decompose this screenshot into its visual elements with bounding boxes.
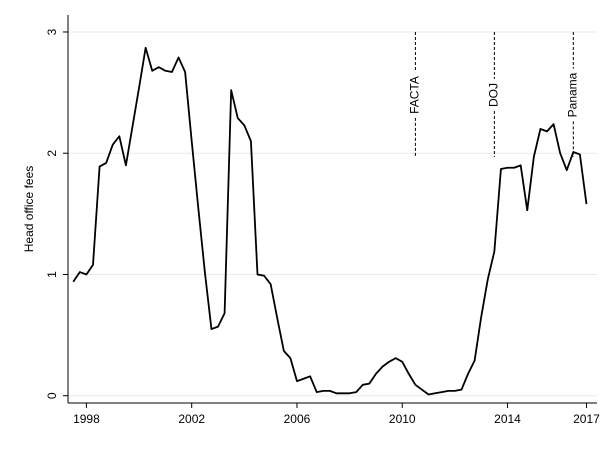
y-tick-label: 0 — [45, 392, 59, 399]
y-tick-label: 2 — [45, 150, 59, 157]
y-tick-label: 3 — [45, 28, 59, 35]
annotation-label: Panama — [565, 72, 579, 117]
x-tick-label: 1998 — [73, 412, 100, 426]
y-axis-label: Head office fees — [22, 166, 36, 253]
x-tick-label: 2010 — [389, 412, 416, 426]
x-tick-label: 2006 — [284, 412, 311, 426]
x-tick-label: 2017 — [573, 412, 600, 426]
x-tick-label: 2014 — [494, 412, 521, 426]
annotation-label: DOJ — [487, 83, 501, 107]
x-tick-label: 2002 — [178, 412, 205, 426]
y-tick-label: 1 — [45, 271, 59, 278]
data-line — [72, 46, 588, 396]
annotation-label: FACTA — [408, 76, 422, 114]
